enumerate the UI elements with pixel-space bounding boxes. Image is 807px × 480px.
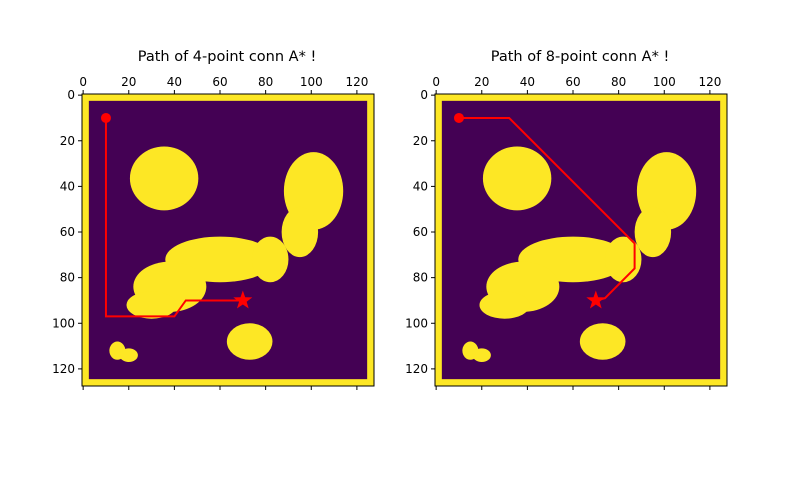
x-tick-label: 120 [698, 75, 721, 89]
y-tick-label: 120 [52, 362, 75, 376]
y-tick-label: 20 [413, 134, 428, 148]
y-tick-label: 40 [413, 179, 428, 193]
x-tick-label: 80 [258, 75, 273, 89]
y-tick-label: 80 [413, 271, 428, 285]
x-tick-label: 60 [565, 75, 580, 89]
x-axis-ticks: 0 20 40 60 80 100 120 [432, 75, 721, 390]
start-marker [453, 112, 464, 123]
x-tick-label: 20 [474, 75, 489, 89]
y-tick-label: 40 [60, 179, 75, 193]
x-tick-label: 80 [611, 75, 626, 89]
x-tick-label: 120 [345, 75, 368, 89]
y-tick-label: 60 [60, 225, 75, 239]
x-tick-label: 100 [300, 75, 323, 89]
plot-frame [81, 93, 375, 387]
y-axis-ticks: 0 20 40 60 80 100 120 [52, 88, 82, 376]
y-tick-label: 100 [405, 316, 428, 330]
obstacle-blob [226, 323, 273, 360]
obstacle-blob [119, 348, 138, 363]
y-tick-label: 0 [420, 88, 428, 102]
obstacle-blob [281, 206, 319, 258]
obstacle-blob [251, 236, 289, 283]
obstacle-blob [129, 146, 199, 211]
x-tick-label: 0 [79, 75, 87, 89]
y-tick-label: 0 [67, 88, 75, 102]
goal-star-marker [586, 290, 606, 309]
plot-frame [434, 93, 728, 387]
obstacle-blob [126, 291, 177, 319]
occupancy-grid [435, 94, 727, 386]
y-tick-label: 120 [405, 362, 428, 376]
chart-panel-8-point: Path of 8-point conn A* ! 0 20 40 60 80 100 12… [405, 49, 728, 390]
x-tick-label: 0 [432, 75, 440, 89]
obstacle-blob [604, 236, 642, 283]
y-axis-ticks: 0 20 40 60 80 100 120 [405, 88, 435, 376]
obstacle-blob [472, 348, 491, 363]
chart-title: Path of 8-point conn A* ! [491, 49, 670, 65]
path-line [104, 117, 243, 318]
start-marker [100, 112, 111, 123]
x-tick-label: 60 [212, 75, 227, 89]
goal-star-marker [233, 290, 253, 309]
chart-title: Path of 4-point conn A* ! [138, 49, 317, 65]
obstacle-blob [482, 146, 552, 211]
y-tick-label: 80 [60, 271, 75, 285]
y-tick-label: 60 [413, 225, 428, 239]
x-tick-label: 100 [653, 75, 676, 89]
y-tick-label: 20 [60, 134, 75, 148]
x-tick-label: 20 [121, 75, 136, 89]
occupancy-grid [82, 94, 374, 386]
obstacle-blob [479, 291, 530, 319]
x-tick-label: 40 [167, 75, 182, 89]
chart-panel-4-point: Path of 4-point conn A* ! 0 20 40 60 80 100 12… [52, 49, 375, 390]
y-tick-label: 100 [52, 316, 75, 330]
obstacle-blob [634, 206, 672, 258]
obstacle-blob [579, 323, 626, 360]
x-axis-ticks: 0 20 40 60 80 100 120 [79, 75, 368, 390]
x-tick-label: 40 [520, 75, 535, 89]
